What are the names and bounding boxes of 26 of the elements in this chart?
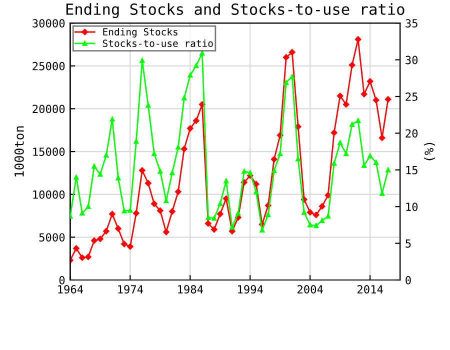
y2-tick-label: 10	[406, 202, 418, 212]
x-tick-label: 1994	[238, 285, 263, 294]
y-tick-label: 10000	[33, 190, 65, 199]
x-tick-label: 1984	[178, 285, 203, 294]
y-tick-label: 5000	[39, 233, 65, 242]
x-tick-label: 2004	[298, 285, 323, 294]
y-tick-label: 15000	[33, 148, 65, 156]
x-tick-label: 1974	[118, 285, 144, 294]
y-axis-title: 1000ton	[14, 126, 24, 176]
y2-tick-label: 30	[406, 56, 418, 64]
legend-label: Stocks-to-use ratio	[102, 39, 213, 48]
y2-tick-label: 25	[406, 92, 418, 101]
y2-tick-label: 35	[406, 19, 418, 28]
y-tick-label: 0	[59, 276, 65, 284]
y-tick-label: 30000	[32, 19, 65, 28]
x-tick-label: 2014	[358, 285, 383, 294]
y-tick-label: 20000	[32, 104, 65, 114]
y2-tick-label: 20	[406, 129, 418, 138]
y2-tick-label: 5	[406, 239, 411, 248]
y-tick-label: 25000	[32, 62, 65, 70]
y2-tick-label: 15	[406, 166, 418, 174]
chart-title: Ending Stocks and Stocks-to-use ratio	[66, 3, 404, 18]
y2-tick-label: 0	[406, 276, 411, 284]
x-tick-label: 1964	[58, 285, 84, 294]
legend-label: Ending Stocks	[103, 28, 178, 38]
y2-axis-title: (%)	[424, 142, 436, 160]
